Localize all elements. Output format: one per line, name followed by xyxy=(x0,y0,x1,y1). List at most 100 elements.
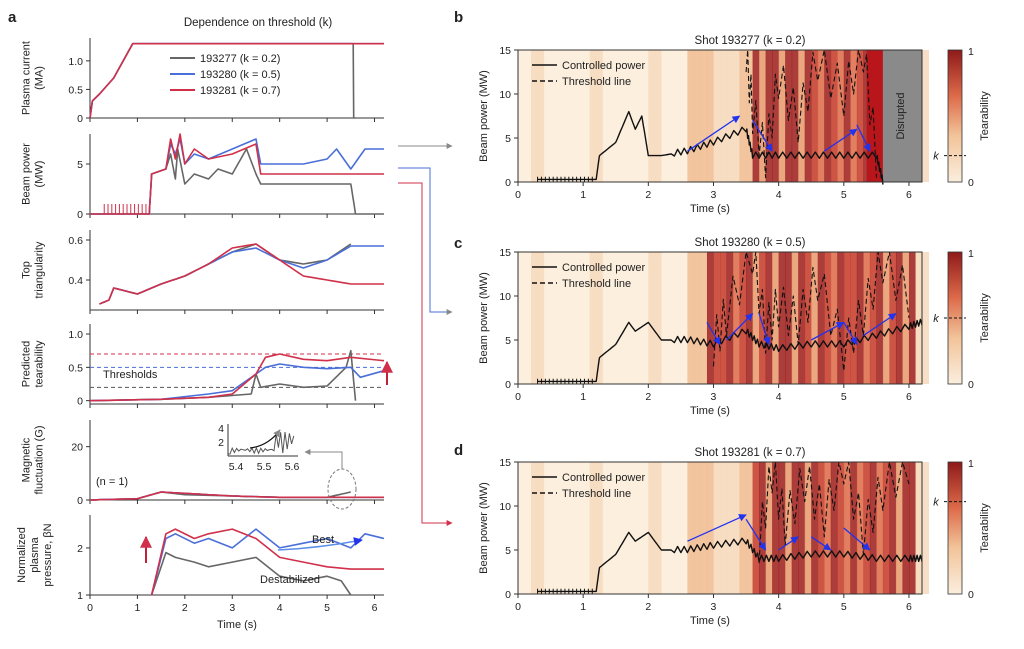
heatmap-cell xyxy=(720,50,728,182)
heatmap-cell xyxy=(680,50,688,182)
heatmap-cell xyxy=(602,462,610,594)
colorbar-tick-label: 1 xyxy=(968,46,974,58)
heatmap-cell xyxy=(759,462,767,594)
heatmap-cell xyxy=(524,462,532,594)
heatmap-cell xyxy=(876,252,884,384)
x-tick-label: 0 xyxy=(515,601,521,613)
heatmap-cell xyxy=(824,50,832,182)
heatmap-cell xyxy=(785,462,793,594)
heatmap-cell xyxy=(641,50,649,182)
legend-label: Controlled power xyxy=(562,262,645,274)
y-tick-label: 0.5 xyxy=(68,84,83,96)
heatmap-cell xyxy=(772,252,780,384)
heatmap-cell xyxy=(570,50,578,182)
y-tick-label: 10 xyxy=(499,291,511,303)
n1-label: (n = 1) xyxy=(96,476,128,488)
heatmap-cell xyxy=(752,462,760,594)
heatmap-cell xyxy=(863,252,871,384)
heatmap-cell xyxy=(817,252,825,384)
heatmap-cell xyxy=(518,462,526,594)
heatmap-cell xyxy=(817,462,825,594)
heatmap-cell xyxy=(563,462,571,594)
heatmap-cell xyxy=(733,462,741,594)
heatmap-cell xyxy=(628,50,636,182)
heatmap-cell xyxy=(537,252,545,384)
series-line-1 xyxy=(150,528,385,596)
heatmap-cell xyxy=(531,252,539,384)
colorbar-tick-label: 1 xyxy=(968,248,974,260)
trend-arrow xyxy=(810,536,832,551)
heatmap-cell xyxy=(674,462,682,594)
series-line-2 xyxy=(89,491,384,501)
panel-title: Shot 193277 (k = 0.2) xyxy=(695,35,806,47)
trend-arrow xyxy=(706,322,721,346)
best-label: Best xyxy=(312,534,334,546)
heatmap-cell xyxy=(772,50,780,182)
heatmap-cell xyxy=(706,462,714,594)
inset-y-tick-label: 2 xyxy=(218,437,224,449)
x-tick-label: 2 xyxy=(645,391,651,403)
y-tick-label: 0 xyxy=(77,113,83,125)
heatmap-cell xyxy=(798,252,806,384)
trend-arrow xyxy=(810,321,845,341)
y-tick-label: 0 xyxy=(77,209,83,221)
heatmap-cell xyxy=(518,50,526,182)
plot-frame xyxy=(517,461,923,595)
heatmap-cell xyxy=(889,462,897,594)
heatmap-cell xyxy=(866,50,883,182)
panel-title: Shot 193281 (k = 0.7) xyxy=(695,447,806,459)
heatmap-cell xyxy=(778,462,786,594)
heatmap-cell xyxy=(765,252,773,384)
heatmap-cell xyxy=(772,462,780,594)
heatmap-cell xyxy=(791,462,799,594)
heatmap-cell xyxy=(648,252,656,384)
heatmap-cell xyxy=(557,50,565,182)
heatmap-cell xyxy=(648,50,656,182)
heatmap-cell xyxy=(856,50,864,182)
heatmap-cell xyxy=(720,252,728,384)
heatmap-cell xyxy=(544,252,552,384)
heatmap-cell xyxy=(524,50,532,182)
x-tick-label: 5 xyxy=(841,601,847,613)
heatmap-cell xyxy=(739,252,747,384)
x-tick-label: 1 xyxy=(580,391,586,403)
heatmap-cell xyxy=(830,50,838,182)
inset-ellipse xyxy=(327,468,357,510)
x-tick-label: 3 xyxy=(711,391,717,403)
trend-arrow xyxy=(843,322,858,346)
heatmap-cell xyxy=(544,50,552,182)
colorbar-label: Tearability xyxy=(979,293,991,343)
inset-x-tick-label: 5.6 xyxy=(285,461,300,473)
colorbar-tick-label: 0 xyxy=(968,589,974,601)
y-axis-label: Plasma current xyxy=(21,41,33,115)
x-axis-label: Time (s) xyxy=(690,405,730,417)
trend-arrow xyxy=(778,536,799,551)
heatmap-cell xyxy=(811,50,819,182)
x-axis-label: Time (s) xyxy=(690,203,730,215)
heatmap-cell xyxy=(576,462,584,594)
connectors xyxy=(398,143,453,526)
legend-label: Threshold line xyxy=(562,76,631,88)
plot-frame xyxy=(517,49,923,183)
heatmap-cell xyxy=(563,252,571,384)
heatmap-cell xyxy=(895,462,903,594)
trend-arrow xyxy=(856,124,871,152)
heatmap-cell xyxy=(550,462,558,594)
heatmap-cell xyxy=(843,462,851,594)
heatmap-cell xyxy=(739,462,747,594)
heatmap-cell xyxy=(720,462,728,594)
heatmap-cell xyxy=(667,50,675,182)
series-line-1 xyxy=(99,245,384,305)
heatmap-cell xyxy=(570,252,578,384)
heatmap-cell xyxy=(759,50,767,182)
heatmap-cell xyxy=(811,462,819,594)
heatmap-cell xyxy=(752,50,760,182)
heatmap-cell xyxy=(811,252,819,384)
y-tick-label: 10 xyxy=(499,501,511,513)
legend-label: 193281 (k = 0.7) xyxy=(200,85,280,97)
heatmap-cell xyxy=(726,50,734,182)
x-tick-label: 2 xyxy=(645,601,651,613)
heatmap-cell xyxy=(622,252,630,384)
x-tick-label: 6 xyxy=(906,189,912,201)
y-axis-label: Top xyxy=(21,261,33,279)
